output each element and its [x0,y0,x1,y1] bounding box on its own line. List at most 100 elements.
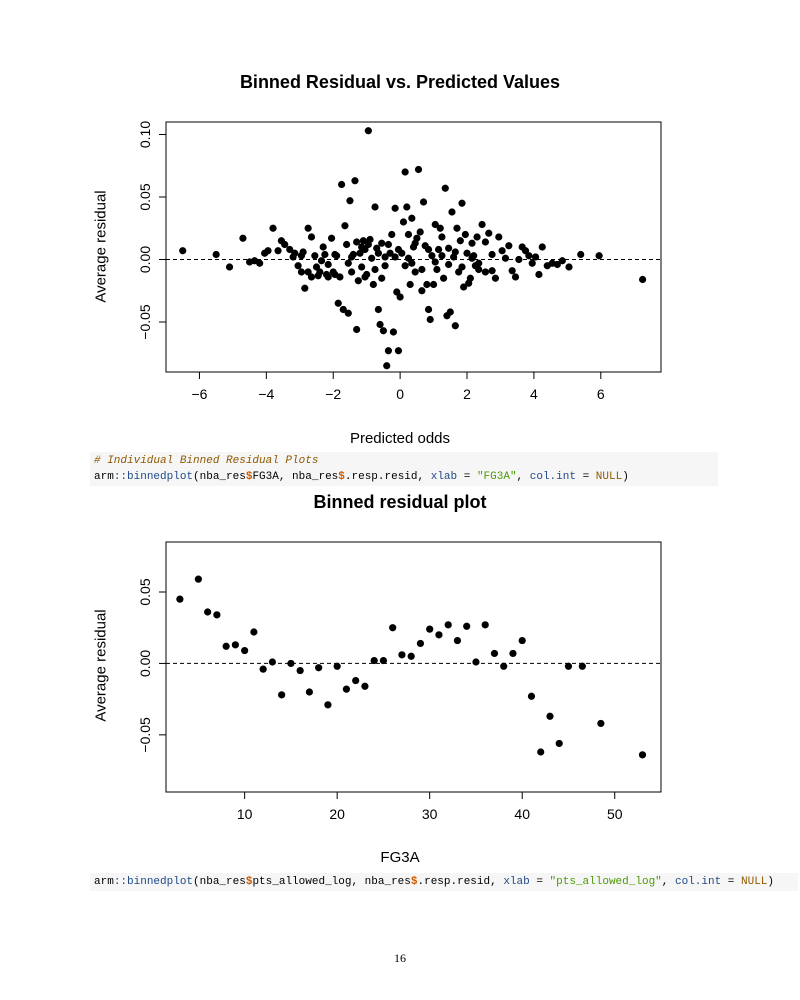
data-point [428,252,436,260]
data-point [446,308,454,316]
plot1-scatter: −6 −4 −2 0 2 4 6 −0.05 0.00 0.05 0.10 [137,121,662,402]
data-point [418,265,426,274]
data-point [473,233,481,241]
data-point [535,270,543,279]
x-tick-label: 50 [607,806,623,822]
data-point [414,165,423,174]
data-point [386,249,394,257]
data-point [537,748,545,756]
data-point [352,676,360,685]
data-point [348,268,356,276]
data-point [424,305,433,314]
data-point [407,652,415,660]
data-point [343,240,351,249]
y-tick-label: −0.05 [137,717,153,753]
data-point [389,624,397,632]
data-point [346,197,354,205]
data-point [501,254,510,262]
data-point [353,238,361,246]
data-point [488,250,496,259]
data-point [509,649,517,658]
data-point [305,688,314,696]
data-point [458,199,466,207]
data-point [294,262,302,270]
data-point [388,230,396,239]
data-point [274,247,282,255]
data-point [369,280,377,289]
data-point [458,263,466,271]
data-point [339,305,347,314]
data-point [531,253,540,261]
data-point [435,631,443,639]
data-point [391,204,399,212]
x-tick-label: 4 [530,386,538,402]
plot2-title: Binned residual plot [313,492,487,512]
data-point [429,280,438,289]
plot2-scatter: 10 20 30 40 50 −0.05 0.00 0.05 [137,541,662,822]
code-block-1: # Individual Binned Residual Plots arm::… [90,452,718,486]
data-point [344,309,352,317]
data-point [538,243,546,251]
data-point [381,253,389,261]
x-tick-label: −4 [258,386,274,402]
data-point [225,263,234,271]
data-point [451,248,459,256]
data-point [222,642,230,650]
x-tick-label: 20 [329,806,345,822]
data-point [364,127,372,135]
data-point [475,259,483,267]
data-point [398,651,406,659]
data-point [324,701,332,709]
data-point [291,249,299,257]
data-point [351,177,359,185]
data-point [315,664,323,672]
data-point [354,277,362,285]
data-point [553,260,561,269]
data-point [176,595,184,603]
data-point [268,658,277,666]
data-point [546,712,554,720]
data-point [368,254,376,262]
data-point [411,268,419,276]
data-point [453,224,461,232]
data-point [406,280,414,289]
data-point [416,639,425,648]
x-tick-label: 30 [422,806,438,822]
data-point [341,222,349,230]
data-point [639,275,647,284]
data-point [353,325,361,334]
y-tick-label: 0.00 [137,246,153,273]
data-point [324,273,332,281]
data-point [445,260,453,269]
data-point [444,621,452,629]
data-point [384,240,393,249]
data-point [358,263,366,271]
code-block-2: arm::binnedplot(nba_res$pts_allowed_log,… [90,873,798,891]
data-point [359,237,367,245]
data-point [500,662,508,670]
data-point [411,239,419,247]
data-point [344,259,352,267]
data-point [378,239,386,247]
data-point [463,622,471,630]
y-tick-label: 0.00 [137,650,153,677]
y-tick-label: −0.05 [137,304,153,340]
page-number: 16 [394,951,406,965]
data-point [453,636,462,645]
data-point [460,283,468,291]
data-point [426,315,434,324]
data-point [241,646,249,655]
data-point [287,659,295,668]
data-point [416,228,424,236]
data-point [361,273,369,281]
x-tick-label: −6 [191,386,207,402]
x-tick-label: 0 [396,386,404,402]
data-point [319,243,327,251]
data-point [331,250,339,259]
data-point [404,230,413,239]
data-point [212,250,220,259]
data-point [528,259,536,267]
data-point [356,249,364,257]
data-point [578,662,586,670]
data-point [408,259,416,267]
